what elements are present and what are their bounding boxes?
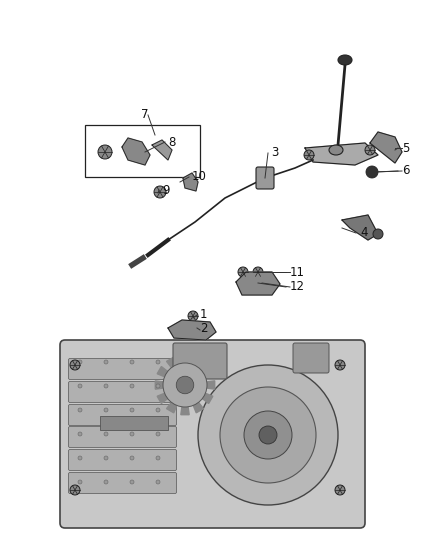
Polygon shape	[193, 357, 204, 368]
Polygon shape	[166, 357, 177, 368]
Circle shape	[78, 432, 82, 436]
Circle shape	[104, 384, 108, 388]
Polygon shape	[181, 407, 189, 415]
FancyBboxPatch shape	[173, 343, 227, 379]
Circle shape	[70, 360, 80, 370]
Text: 12: 12	[290, 280, 305, 294]
Polygon shape	[202, 393, 213, 403]
Text: 4: 4	[360, 227, 367, 239]
Circle shape	[156, 408, 160, 412]
Text: 7: 7	[141, 109, 148, 122]
FancyBboxPatch shape	[256, 167, 274, 189]
Polygon shape	[202, 367, 213, 377]
Polygon shape	[342, 215, 378, 240]
Circle shape	[176, 376, 194, 394]
Polygon shape	[207, 381, 215, 389]
Text: 8: 8	[168, 135, 175, 149]
Circle shape	[130, 360, 134, 364]
Circle shape	[253, 267, 263, 277]
Ellipse shape	[338, 55, 352, 65]
Polygon shape	[152, 140, 172, 160]
Circle shape	[130, 384, 134, 388]
Circle shape	[220, 387, 316, 483]
Polygon shape	[157, 367, 168, 377]
Circle shape	[130, 408, 134, 412]
FancyBboxPatch shape	[68, 449, 177, 471]
Text: 1: 1	[200, 309, 208, 321]
Circle shape	[154, 186, 166, 198]
Circle shape	[130, 480, 134, 484]
Polygon shape	[155, 381, 163, 389]
FancyBboxPatch shape	[68, 472, 177, 494]
Circle shape	[104, 456, 108, 460]
Circle shape	[366, 166, 378, 178]
FancyBboxPatch shape	[68, 359, 177, 379]
Circle shape	[198, 365, 338, 505]
Text: 3: 3	[271, 147, 279, 159]
Circle shape	[188, 311, 198, 321]
FancyBboxPatch shape	[60, 340, 365, 528]
Circle shape	[156, 456, 160, 460]
Circle shape	[78, 360, 82, 364]
Circle shape	[130, 432, 134, 436]
Circle shape	[373, 229, 383, 239]
Circle shape	[156, 480, 160, 484]
Bar	[100, 416, 168, 430]
Circle shape	[163, 363, 207, 407]
Polygon shape	[183, 173, 198, 191]
Polygon shape	[157, 393, 168, 403]
Circle shape	[156, 432, 160, 436]
Polygon shape	[166, 402, 177, 413]
Polygon shape	[305, 143, 378, 165]
Circle shape	[156, 360, 160, 364]
Circle shape	[98, 145, 112, 159]
Circle shape	[104, 360, 108, 364]
Circle shape	[78, 480, 82, 484]
Text: 11: 11	[290, 265, 305, 279]
Circle shape	[104, 432, 108, 436]
Circle shape	[78, 456, 82, 460]
FancyBboxPatch shape	[68, 426, 177, 448]
Circle shape	[244, 411, 292, 459]
Circle shape	[70, 485, 80, 495]
Text: 5: 5	[402, 141, 410, 155]
Circle shape	[335, 485, 345, 495]
Circle shape	[335, 360, 345, 370]
Polygon shape	[181, 356, 189, 363]
FancyBboxPatch shape	[68, 405, 177, 425]
Circle shape	[78, 384, 82, 388]
Circle shape	[304, 150, 314, 160]
Text: 10: 10	[192, 171, 207, 183]
Polygon shape	[168, 320, 216, 340]
Circle shape	[104, 480, 108, 484]
Circle shape	[78, 408, 82, 412]
Circle shape	[130, 456, 134, 460]
Text: 6: 6	[402, 165, 410, 177]
Circle shape	[104, 408, 108, 412]
Ellipse shape	[329, 145, 343, 155]
FancyBboxPatch shape	[293, 343, 329, 373]
Text: 9: 9	[162, 183, 170, 197]
Polygon shape	[370, 132, 402, 163]
Polygon shape	[193, 402, 204, 413]
Polygon shape	[236, 272, 280, 295]
FancyBboxPatch shape	[68, 382, 177, 402]
Text: 2: 2	[200, 321, 208, 335]
Circle shape	[365, 145, 375, 155]
Circle shape	[259, 426, 277, 444]
Bar	[85, 125, 200, 177]
Circle shape	[238, 267, 248, 277]
Polygon shape	[122, 138, 150, 165]
Circle shape	[156, 384, 160, 388]
